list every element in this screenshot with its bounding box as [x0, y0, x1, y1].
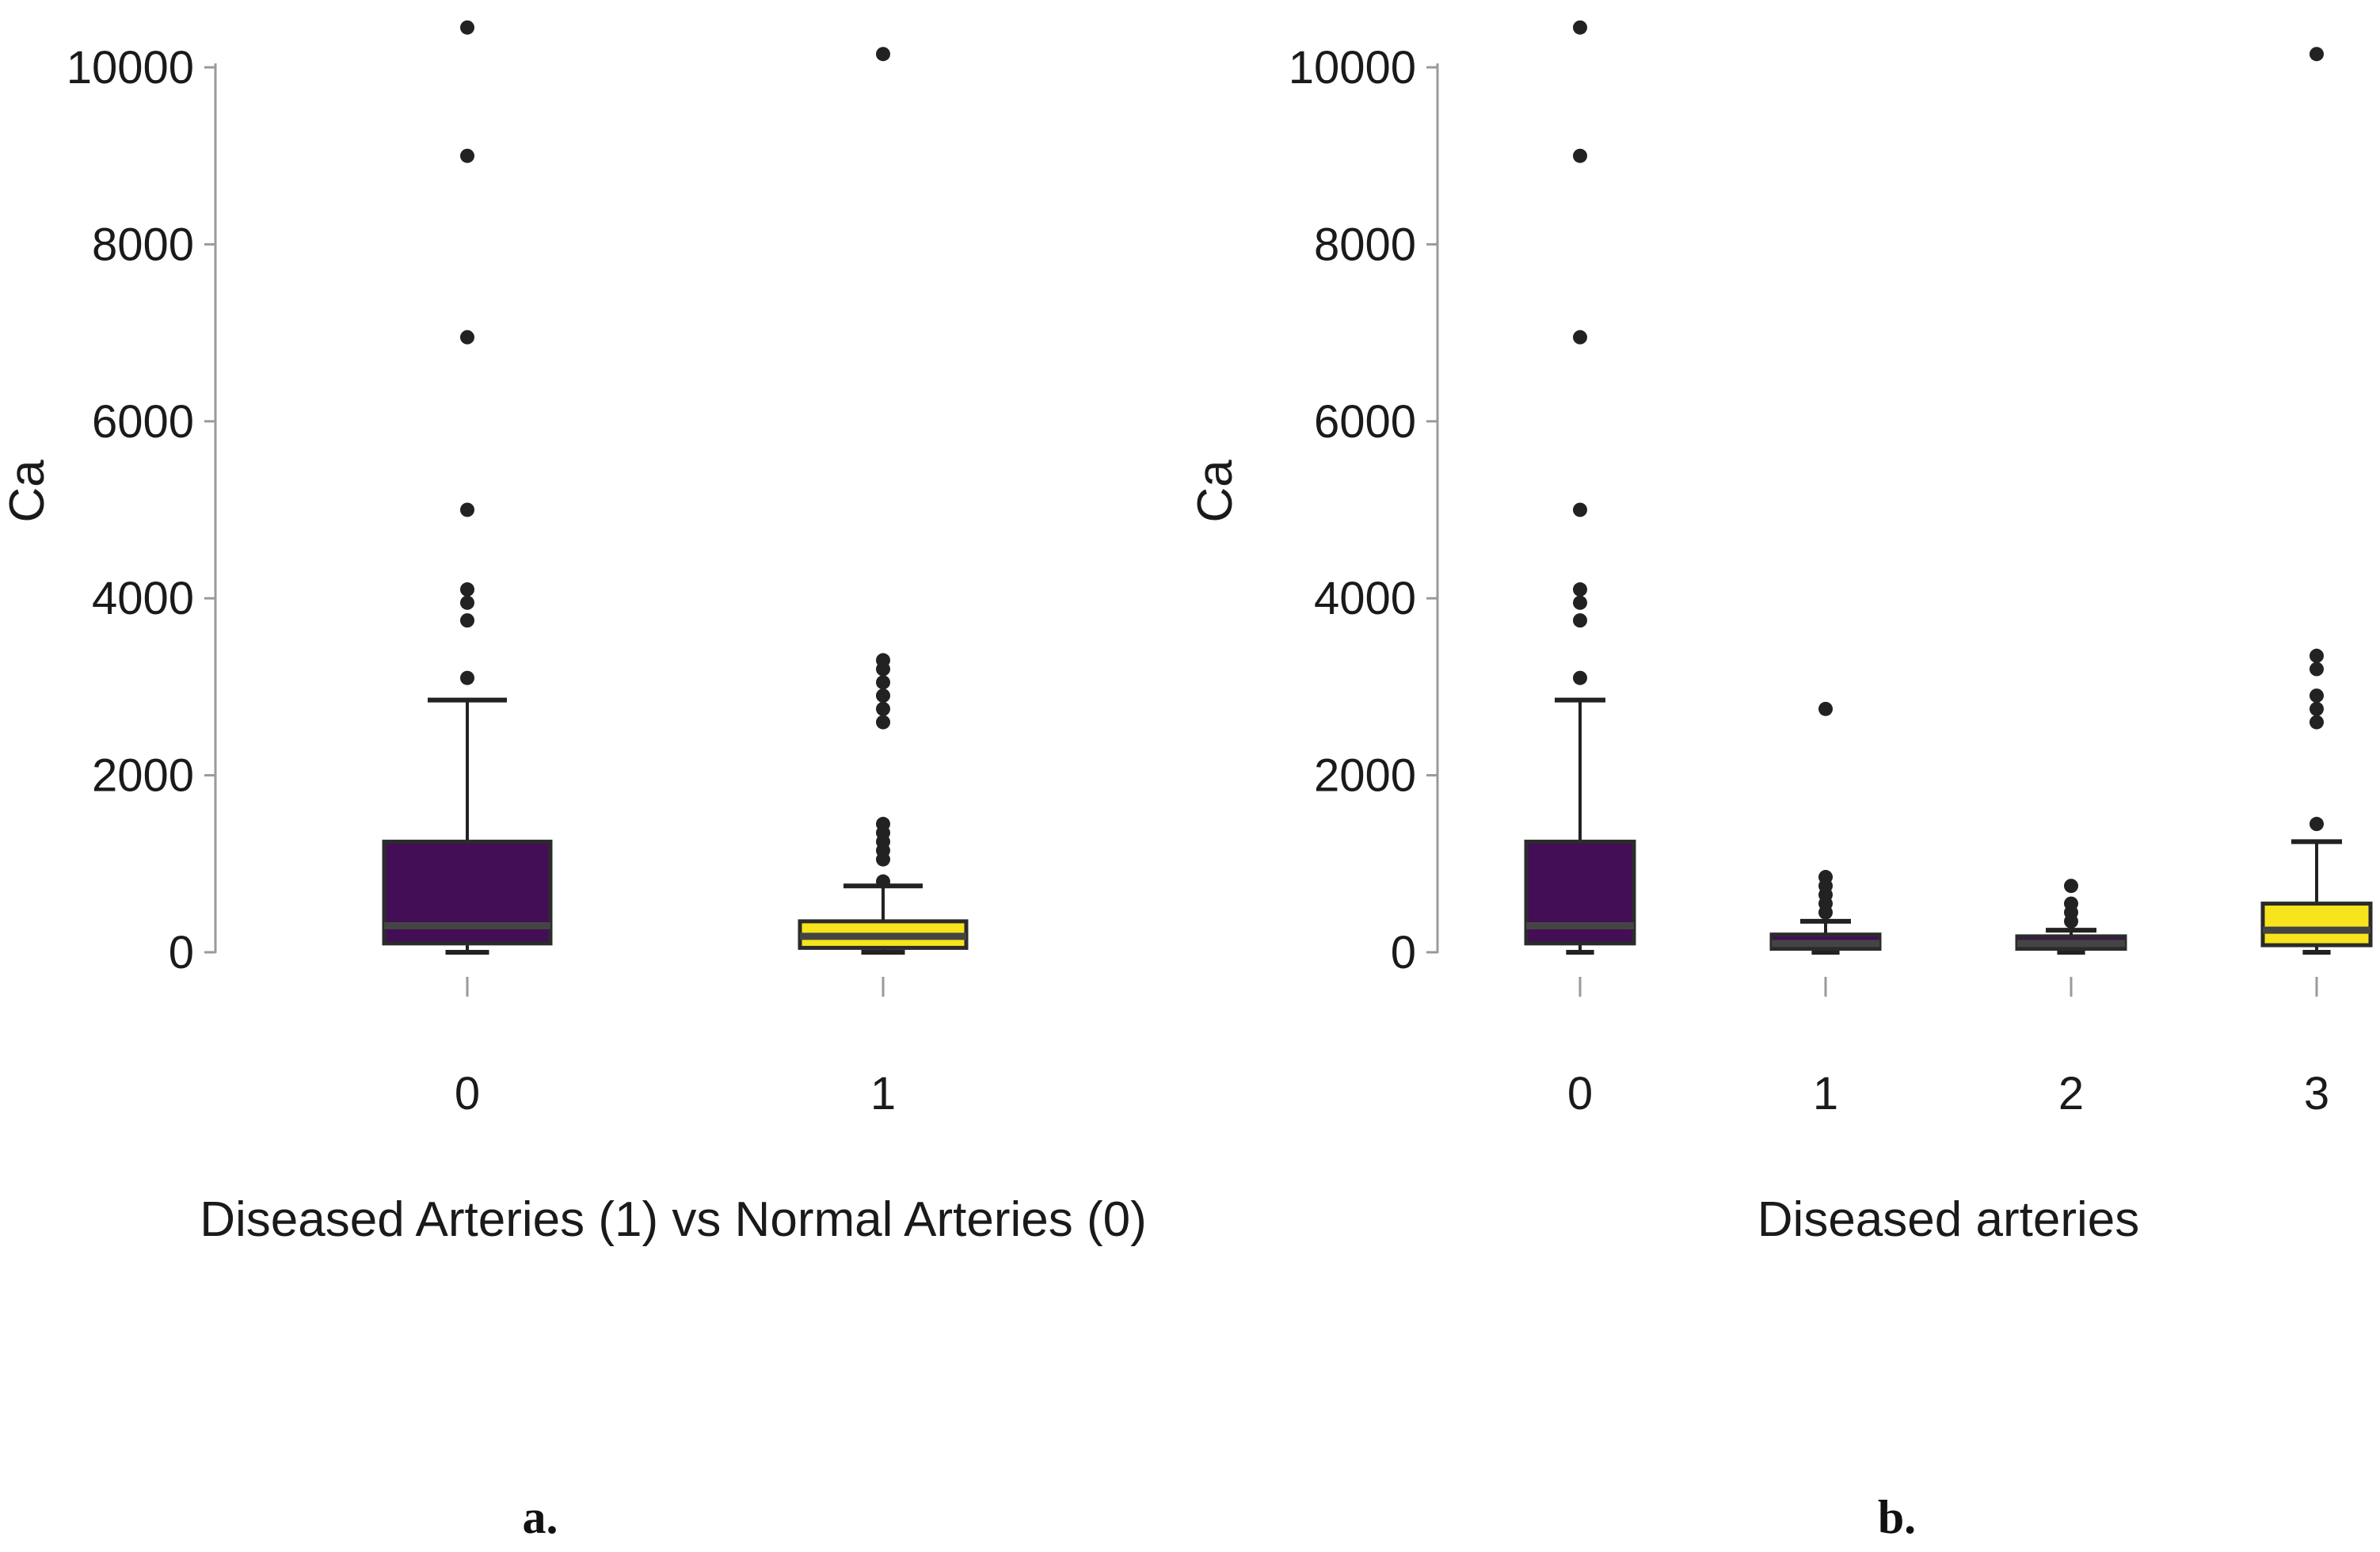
outlier-point: [1573, 20, 1587, 35]
panel-b-box-group-3: [2260, 47, 2373, 955]
panel-a-y-tick-label: 4000: [92, 573, 194, 624]
panel-b-boxes: [1524, 20, 2373, 955]
panel-b-x-tick-label: 1: [1813, 1068, 1838, 1119]
panel-a-y-tick-label: 8000: [92, 219, 194, 270]
panel-b-y-tick-label: 6000: [1314, 396, 1416, 448]
panel-a-label: a.: [523, 1491, 558, 1543]
panel-b-x-tick-label: 2: [2058, 1068, 2084, 1119]
outlier-point: [2064, 896, 2078, 911]
outlier-point: [460, 148, 474, 163]
outlier-point: [1573, 613, 1587, 628]
panel-a-y-tick-label: 0: [169, 927, 194, 978]
outlier-point: [2064, 879, 2078, 894]
panel-b-label: b.: [1878, 1491, 1916, 1543]
panel-a-x-tick-label: 1: [870, 1068, 896, 1119]
outlier-point: [1573, 582, 1587, 597]
outlier-point: [1818, 870, 1833, 885]
panel-a-y-axis-title: Ca: [0, 459, 55, 523]
outlier-point: [1573, 595, 1587, 610]
outlier-point: [876, 688, 890, 704]
outlier-point: [2310, 47, 2324, 62]
panel-b-x-tick-label: 3: [2304, 1068, 2329, 1119]
panel-b-box-group-0: [1524, 20, 1636, 955]
panel-b-x-axis-title: Diseased arteries: [1757, 1192, 2139, 1247]
outlier-point: [1818, 701, 1833, 716]
panel-b-x-ticks: 0 1 2 3: [1567, 977, 2329, 1119]
panel-b-y-ticks: 0 2000 4000 6000 8000 10000: [1289, 42, 1438, 978]
panel-b-y-tick-label: 10000: [1289, 42, 1416, 93]
panel-a-x-tick-label: 0: [455, 1068, 480, 1119]
panel-b-y-tick-label: 4000: [1314, 573, 1416, 624]
outlier-point: [1573, 330, 1587, 345]
panel-b-y-tick-label: 0: [1391, 927, 1416, 978]
outlier-point: [876, 817, 890, 832]
outlier-point: [876, 715, 890, 730]
panel-a-boxes: [382, 20, 969, 955]
outlier-point: [1573, 148, 1587, 163]
outlier-point: [460, 595, 474, 610]
outlier-point: [876, 47, 890, 62]
panel-b-y-tick-label: 8000: [1314, 219, 1416, 270]
outlier-point: [460, 670, 474, 685]
outlier-point: [2310, 662, 2324, 677]
panel-a-box-group-1: [798, 47, 969, 955]
panel-a-box-group-0: [382, 20, 553, 955]
panel-b-x-tick-label: 0: [1567, 1068, 1593, 1119]
panel-a-y-tick-label: 2000: [92, 750, 194, 802]
outlier-point: [1573, 670, 1587, 685]
panel-b-y-axis-title: Ca: [1188, 459, 1243, 523]
panel-b-y-tick-label: 2000: [1314, 750, 1416, 802]
outlier-point: [460, 582, 474, 597]
panel-a-y-ticks: 0 2000 4000 6000 8000 10000: [67, 42, 215, 978]
outlier-point: [876, 653, 890, 668]
outlier-point: [2310, 715, 2324, 730]
outlier-point: [460, 20, 474, 35]
iqr-box: [2260, 902, 2373, 948]
panel-b-boxplot: 0 2000 4000 6000 8000 10000 0 1 2 3 Ca Diseased …: [1188, 20, 2373, 1543]
outlier-point: [460, 330, 474, 345]
outlier-point: [2310, 648, 2324, 663]
outlier-point: [1573, 502, 1587, 517]
outlier-point: [460, 613, 474, 628]
outlier-point: [2310, 701, 2324, 716]
outlier-point: [876, 701, 890, 716]
panel-a-y-tick-label: 10000: [67, 42, 194, 93]
outlier-point: [876, 675, 890, 690]
outlier-point: [876, 874, 890, 889]
outlier-point: [460, 502, 474, 517]
outlier-point: [2310, 688, 2324, 704]
panel-b-box-group-2: [2015, 879, 2127, 955]
panel-a-x-axis-title: Diseased Arteries (1) vs Normal Arteries…: [200, 1192, 1147, 1247]
outlier-point: [2310, 817, 2324, 832]
panel-a-y-tick-label: 6000: [92, 396, 194, 448]
panel-b-box-group-1: [1769, 701, 1882, 955]
